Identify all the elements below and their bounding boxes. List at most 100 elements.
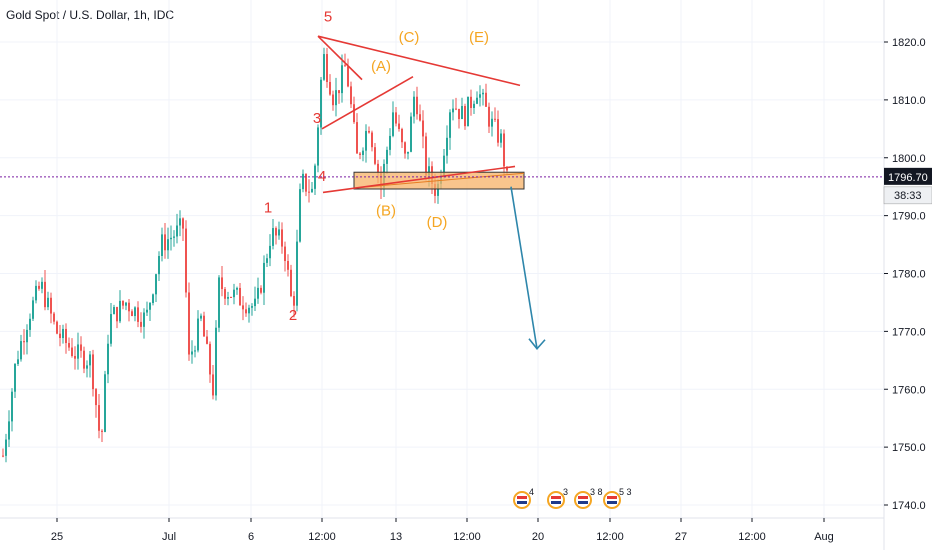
candle-body	[95, 389, 97, 406]
candle-body	[80, 344, 82, 351]
economic-events[interactable]: 4 3 3 8 5 3	[513, 487, 632, 509]
countdown-text: 38:33	[894, 190, 922, 202]
trend-line	[317, 35, 363, 81]
candle-body	[407, 151, 409, 154]
candle-body	[500, 133, 502, 143]
candle-body	[14, 363, 16, 392]
candle-body	[182, 218, 184, 229]
candle-body	[146, 309, 148, 313]
candle-body	[287, 260, 289, 270]
candle-body	[506, 166, 508, 171]
projection-line	[510, 186, 538, 349]
candle-body	[50, 297, 52, 314]
candle-body	[179, 218, 181, 226]
candle-body	[428, 166, 430, 176]
candle-body	[311, 188, 313, 193]
candle-body	[494, 118, 496, 120]
candle-body	[122, 300, 124, 306]
candle-body	[227, 296, 229, 299]
x-tick-label: 25	[51, 531, 63, 543]
candle-body	[461, 106, 463, 120]
candle-body	[68, 343, 70, 348]
event-count: 3	[563, 487, 568, 497]
candle-body	[284, 246, 286, 261]
candle-body	[137, 307, 139, 322]
wave-label: 3	[313, 110, 321, 127]
candle-body	[71, 347, 73, 356]
event-count: 5 3	[619, 487, 632, 497]
candle-body	[485, 92, 487, 107]
candle-body	[338, 90, 340, 94]
candle-body	[62, 328, 64, 339]
candle-body	[161, 234, 163, 256]
x-tick-label: Aug	[814, 531, 834, 543]
x-tick-label: 12:00	[308, 531, 336, 543]
candle-body	[203, 315, 205, 337]
flag-stripe	[517, 501, 527, 504]
candle-body	[281, 229, 283, 247]
candle-body	[356, 122, 358, 154]
candle-body	[59, 333, 61, 339]
candle-body	[374, 147, 376, 164]
wave-label: (B)	[376, 203, 396, 220]
candle-body	[329, 81, 331, 95]
candle-body	[230, 296, 232, 298]
candle-body	[47, 297, 49, 308]
candle-body	[419, 114, 421, 121]
us-flag-icon	[574, 491, 592, 509]
candle-body	[473, 103, 475, 108]
us-flag-icon	[603, 491, 621, 509]
candle-body	[353, 104, 355, 123]
wave-label: (A)	[371, 58, 391, 75]
candle-body	[164, 234, 166, 251]
wave-label: 5	[324, 9, 332, 26]
arrowhead-icon	[528, 338, 546, 350]
candle-body	[368, 130, 370, 133]
x-tick-label: 12:00	[596, 531, 624, 543]
candle-body	[35, 285, 37, 301]
candle-body	[452, 108, 454, 113]
candle-body	[395, 112, 397, 124]
candle-body	[320, 79, 322, 128]
x-tick-label: 12:00	[453, 531, 481, 543]
candle-body	[266, 258, 268, 263]
projection-arrow	[510, 186, 546, 350]
us-flag-icon	[513, 491, 531, 509]
candle-body	[128, 302, 130, 312]
candle-body	[413, 96, 415, 117]
y-tick-label: 1770.0	[892, 326, 926, 338]
candle-body	[389, 135, 391, 150]
candle-body	[386, 149, 388, 164]
wave-label: 2	[289, 307, 297, 324]
candle-body	[44, 281, 46, 308]
x-tick-label: 27	[675, 531, 687, 543]
candle-body	[404, 142, 406, 154]
candle-body	[197, 318, 199, 351]
candle-body	[341, 65, 343, 94]
x-tick-label: 20	[532, 531, 544, 543]
y-tick-label: 1750.0	[892, 442, 926, 454]
candle-body	[434, 183, 436, 196]
flag-stripe	[607, 501, 617, 504]
candle-body	[173, 236, 175, 238]
candle-body	[365, 130, 367, 151]
wave-label: 1	[264, 200, 272, 217]
wave-label: (C)	[399, 29, 420, 46]
candle-body	[302, 173, 304, 190]
flag-stripe	[578, 496, 588, 499]
candle-body	[446, 137, 448, 156]
y-tick-label: 1800.0	[892, 153, 926, 165]
flag-stripe	[607, 496, 617, 499]
candle-body	[242, 305, 244, 310]
candle-body	[275, 228, 277, 236]
candle-body	[83, 350, 85, 369]
candle-body	[38, 285, 40, 289]
candle-body	[176, 225, 178, 237]
candle-body	[17, 359, 19, 364]
candle-body	[317, 127, 319, 166]
candle-body	[212, 374, 214, 396]
candle-body	[335, 90, 337, 106]
zone-diagonal	[353, 172, 525, 189]
